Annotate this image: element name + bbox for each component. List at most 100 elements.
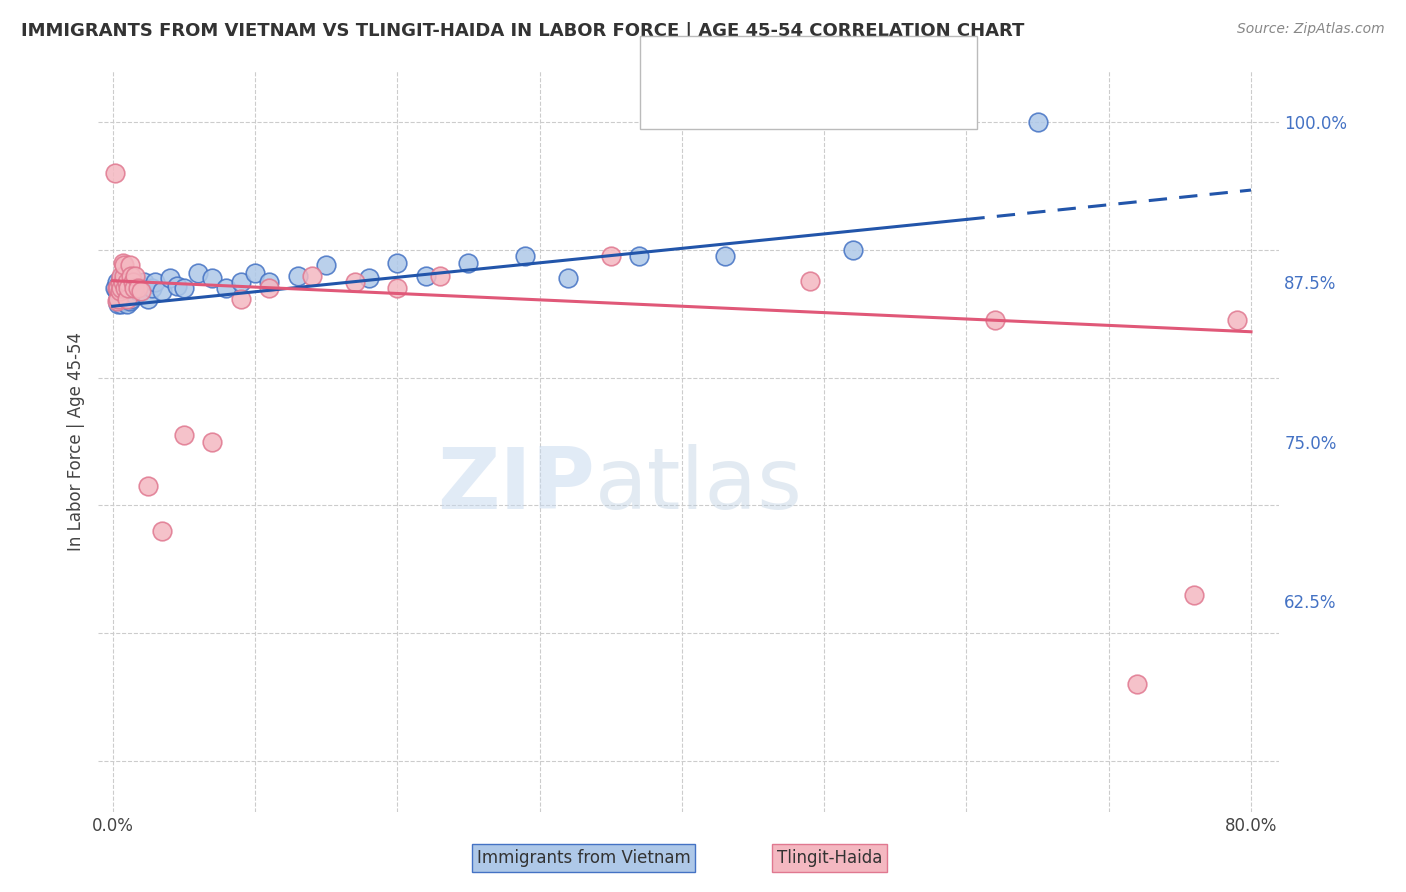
Point: [125, 275, 148, 289]
Text: Immigrants from Vietnam: Immigrants from Vietnam: [477, 849, 690, 867]
Point: [315, 259, 337, 273]
Point: [187, 266, 209, 280]
Text: ZIP: ZIP: [437, 444, 595, 527]
Point: [111, 274, 134, 288]
Point: [108, 287, 131, 301]
Point: [1226, 313, 1249, 327]
Text: 40: 40: [868, 100, 893, 118]
Point: [110, 292, 132, 306]
Point: [215, 281, 238, 295]
Point: [173, 428, 195, 442]
Text: atlas: atlas: [595, 444, 803, 527]
Point: [243, 266, 266, 280]
Point: [124, 268, 146, 283]
Text: IMMIGRANTS FROM VIETNAM VS TLINGIT-HAIDA IN LABOR FORCE | AGE 45-54 CORRELATION : IMMIGRANTS FROM VIETNAM VS TLINGIT-HAIDA…: [21, 22, 1025, 40]
Point: [121, 275, 143, 289]
Point: [120, 292, 142, 306]
Point: [984, 313, 1007, 327]
Point: [105, 281, 128, 295]
Point: [257, 281, 280, 295]
Point: [301, 268, 323, 283]
Point: [121, 278, 143, 293]
Point: [107, 292, 129, 306]
Point: [129, 284, 152, 298]
Point: [115, 292, 138, 306]
Point: [136, 292, 159, 306]
Text: R =: R =: [699, 53, 738, 70]
Point: [115, 275, 138, 289]
Point: [115, 296, 138, 310]
Point: [127, 284, 149, 298]
Point: [112, 287, 135, 301]
Point: [599, 250, 621, 264]
Text: N =: N =: [830, 53, 869, 70]
Point: [115, 284, 138, 298]
Point: [124, 287, 146, 301]
Point: [229, 292, 252, 306]
Point: [152, 524, 174, 538]
Point: [120, 284, 142, 298]
Point: [118, 259, 141, 273]
Text: 68: 68: [868, 53, 893, 70]
Point: [713, 250, 735, 264]
Point: [118, 275, 141, 289]
Point: [111, 278, 134, 293]
Point: [117, 281, 139, 295]
Point: [628, 250, 651, 264]
Point: [104, 281, 127, 295]
Point: [108, 275, 131, 289]
Point: [111, 294, 134, 309]
Point: [114, 274, 136, 288]
Point: [152, 284, 174, 298]
Point: [357, 271, 380, 285]
Point: [515, 250, 537, 264]
Point: [111, 256, 134, 270]
Point: [201, 271, 224, 285]
Point: [114, 281, 136, 295]
Point: [1182, 588, 1205, 602]
Point: [112, 259, 135, 273]
Point: [1026, 115, 1049, 129]
Point: [115, 294, 138, 309]
Point: [129, 281, 152, 295]
Point: [159, 271, 181, 285]
Point: [108, 284, 131, 298]
Point: [112, 275, 135, 289]
Text: N =: N =: [830, 100, 869, 118]
Point: [141, 281, 163, 295]
Point: [173, 281, 195, 295]
Point: [114, 292, 136, 306]
Point: [115, 278, 138, 293]
Point: [127, 281, 149, 295]
Point: [110, 268, 132, 283]
Text: Tlingit-Haida: Tlingit-Haida: [778, 849, 882, 867]
Point: [120, 268, 142, 283]
Point: [143, 275, 166, 289]
Point: [201, 434, 224, 449]
Point: [107, 296, 129, 310]
Point: [229, 275, 252, 289]
Point: [105, 294, 128, 309]
Point: [166, 278, 188, 293]
Point: [114, 284, 136, 298]
Point: [122, 281, 145, 295]
Point: [457, 256, 479, 270]
Point: [112, 292, 135, 306]
Point: [114, 281, 136, 295]
Point: [112, 281, 135, 295]
Point: [107, 278, 129, 293]
Point: [557, 271, 579, 285]
Point: [111, 287, 134, 301]
Point: [110, 296, 132, 310]
Point: [841, 243, 863, 257]
Text: -0.098: -0.098: [742, 100, 807, 118]
Point: [110, 281, 132, 295]
Point: [112, 268, 135, 283]
Y-axis label: In Labor Force | Age 45-54: In Labor Force | Age 45-54: [66, 332, 84, 551]
Point: [110, 271, 132, 285]
Point: [104, 166, 127, 180]
Point: [118, 294, 141, 309]
Point: [132, 275, 155, 289]
Point: [415, 268, 437, 283]
Point: [107, 292, 129, 306]
